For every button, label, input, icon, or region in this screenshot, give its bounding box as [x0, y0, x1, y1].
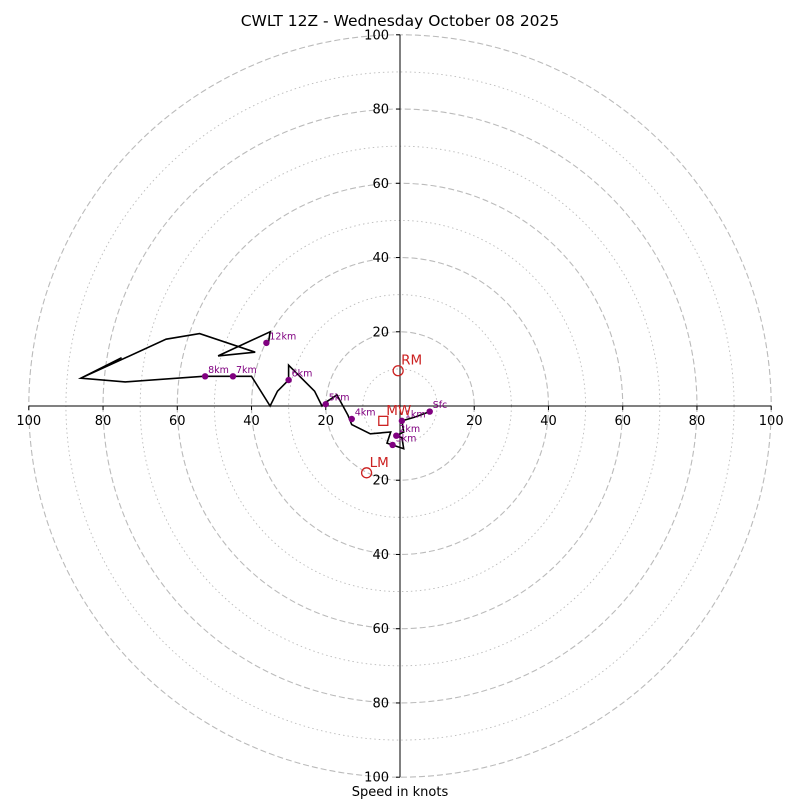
- x-tick-label: 80: [689, 414, 706, 429]
- y-tick-label: 100: [364, 28, 389, 43]
- y-tick-label: 100: [364, 771, 389, 786]
- chart-title: CWLT 12Z - Wednesday October 08 2025: [241, 12, 560, 30]
- level-marker: [229, 373, 237, 380]
- y-tick-label: 40: [372, 251, 389, 266]
- level-marker: [393, 432, 400, 439]
- level-label: 3km: [396, 433, 417, 444]
- y-tick-label: 20: [372, 474, 389, 489]
- y-tick-label: 60: [372, 177, 389, 192]
- storm-motion-markers: RM LM MW: [360, 353, 422, 479]
- y-tick-label: 40: [372, 548, 389, 563]
- level-marker: [263, 339, 270, 347]
- storm-motion-marker: [378, 415, 389, 426]
- level-label: 2km: [399, 424, 420, 435]
- x-tick-label: 20: [466, 414, 483, 429]
- y-tick-label: 80: [372, 103, 389, 118]
- level-label: 7km: [236, 365, 257, 376]
- storm-motion-label: LM: [370, 455, 389, 471]
- level-marker: [389, 441, 396, 449]
- storm-motion-label: MW: [386, 403, 411, 419]
- level-marker: [285, 376, 292, 384]
- y-tick-label: 80: [372, 696, 389, 711]
- x-tick-label: 60: [169, 414, 186, 429]
- hodograph-axes: 100 80 60 40 20 20 40 60 80 100 100 80 60 40 20 20 40 60 8…: [16, 28, 783, 785]
- hodograph-trace: [77, 330, 430, 450]
- level-marker: [348, 415, 355, 423]
- y-tick-label: 60: [372, 622, 389, 637]
- level-marker: [322, 400, 329, 408]
- level-marker: [426, 408, 433, 415]
- level-label: 5km: [329, 393, 350, 404]
- storm-motion-marker: [360, 467, 373, 479]
- level-label: 12km: [269, 331, 296, 342]
- level-label: 1km: [405, 409, 426, 420]
- x-axis-label: Speed in knots: [352, 785, 449, 800]
- level-label: Sfc: [433, 400, 448, 411]
- x-tick-label: 100: [759, 414, 784, 429]
- level-label: 6km: [292, 369, 313, 380]
- x-tick-label: 40: [540, 414, 557, 429]
- level-marker: [398, 417, 406, 425]
- y-tick-label: 20: [372, 325, 389, 340]
- x-tick-label: 20: [317, 414, 334, 429]
- level-label: 4km: [355, 407, 376, 418]
- x-tick-label: 60: [614, 414, 631, 429]
- level-marker: [201, 373, 209, 380]
- storm-motion-label: RM: [401, 353, 422, 369]
- x-tick-label: 100: [16, 414, 41, 429]
- hodograph-trace-layer: [77, 330, 430, 450]
- level-label: 8km: [208, 365, 229, 376]
- storm-motion-marker: [392, 365, 404, 377]
- x-tick-label: 80: [95, 414, 112, 429]
- x-tick-label: 40: [243, 414, 260, 429]
